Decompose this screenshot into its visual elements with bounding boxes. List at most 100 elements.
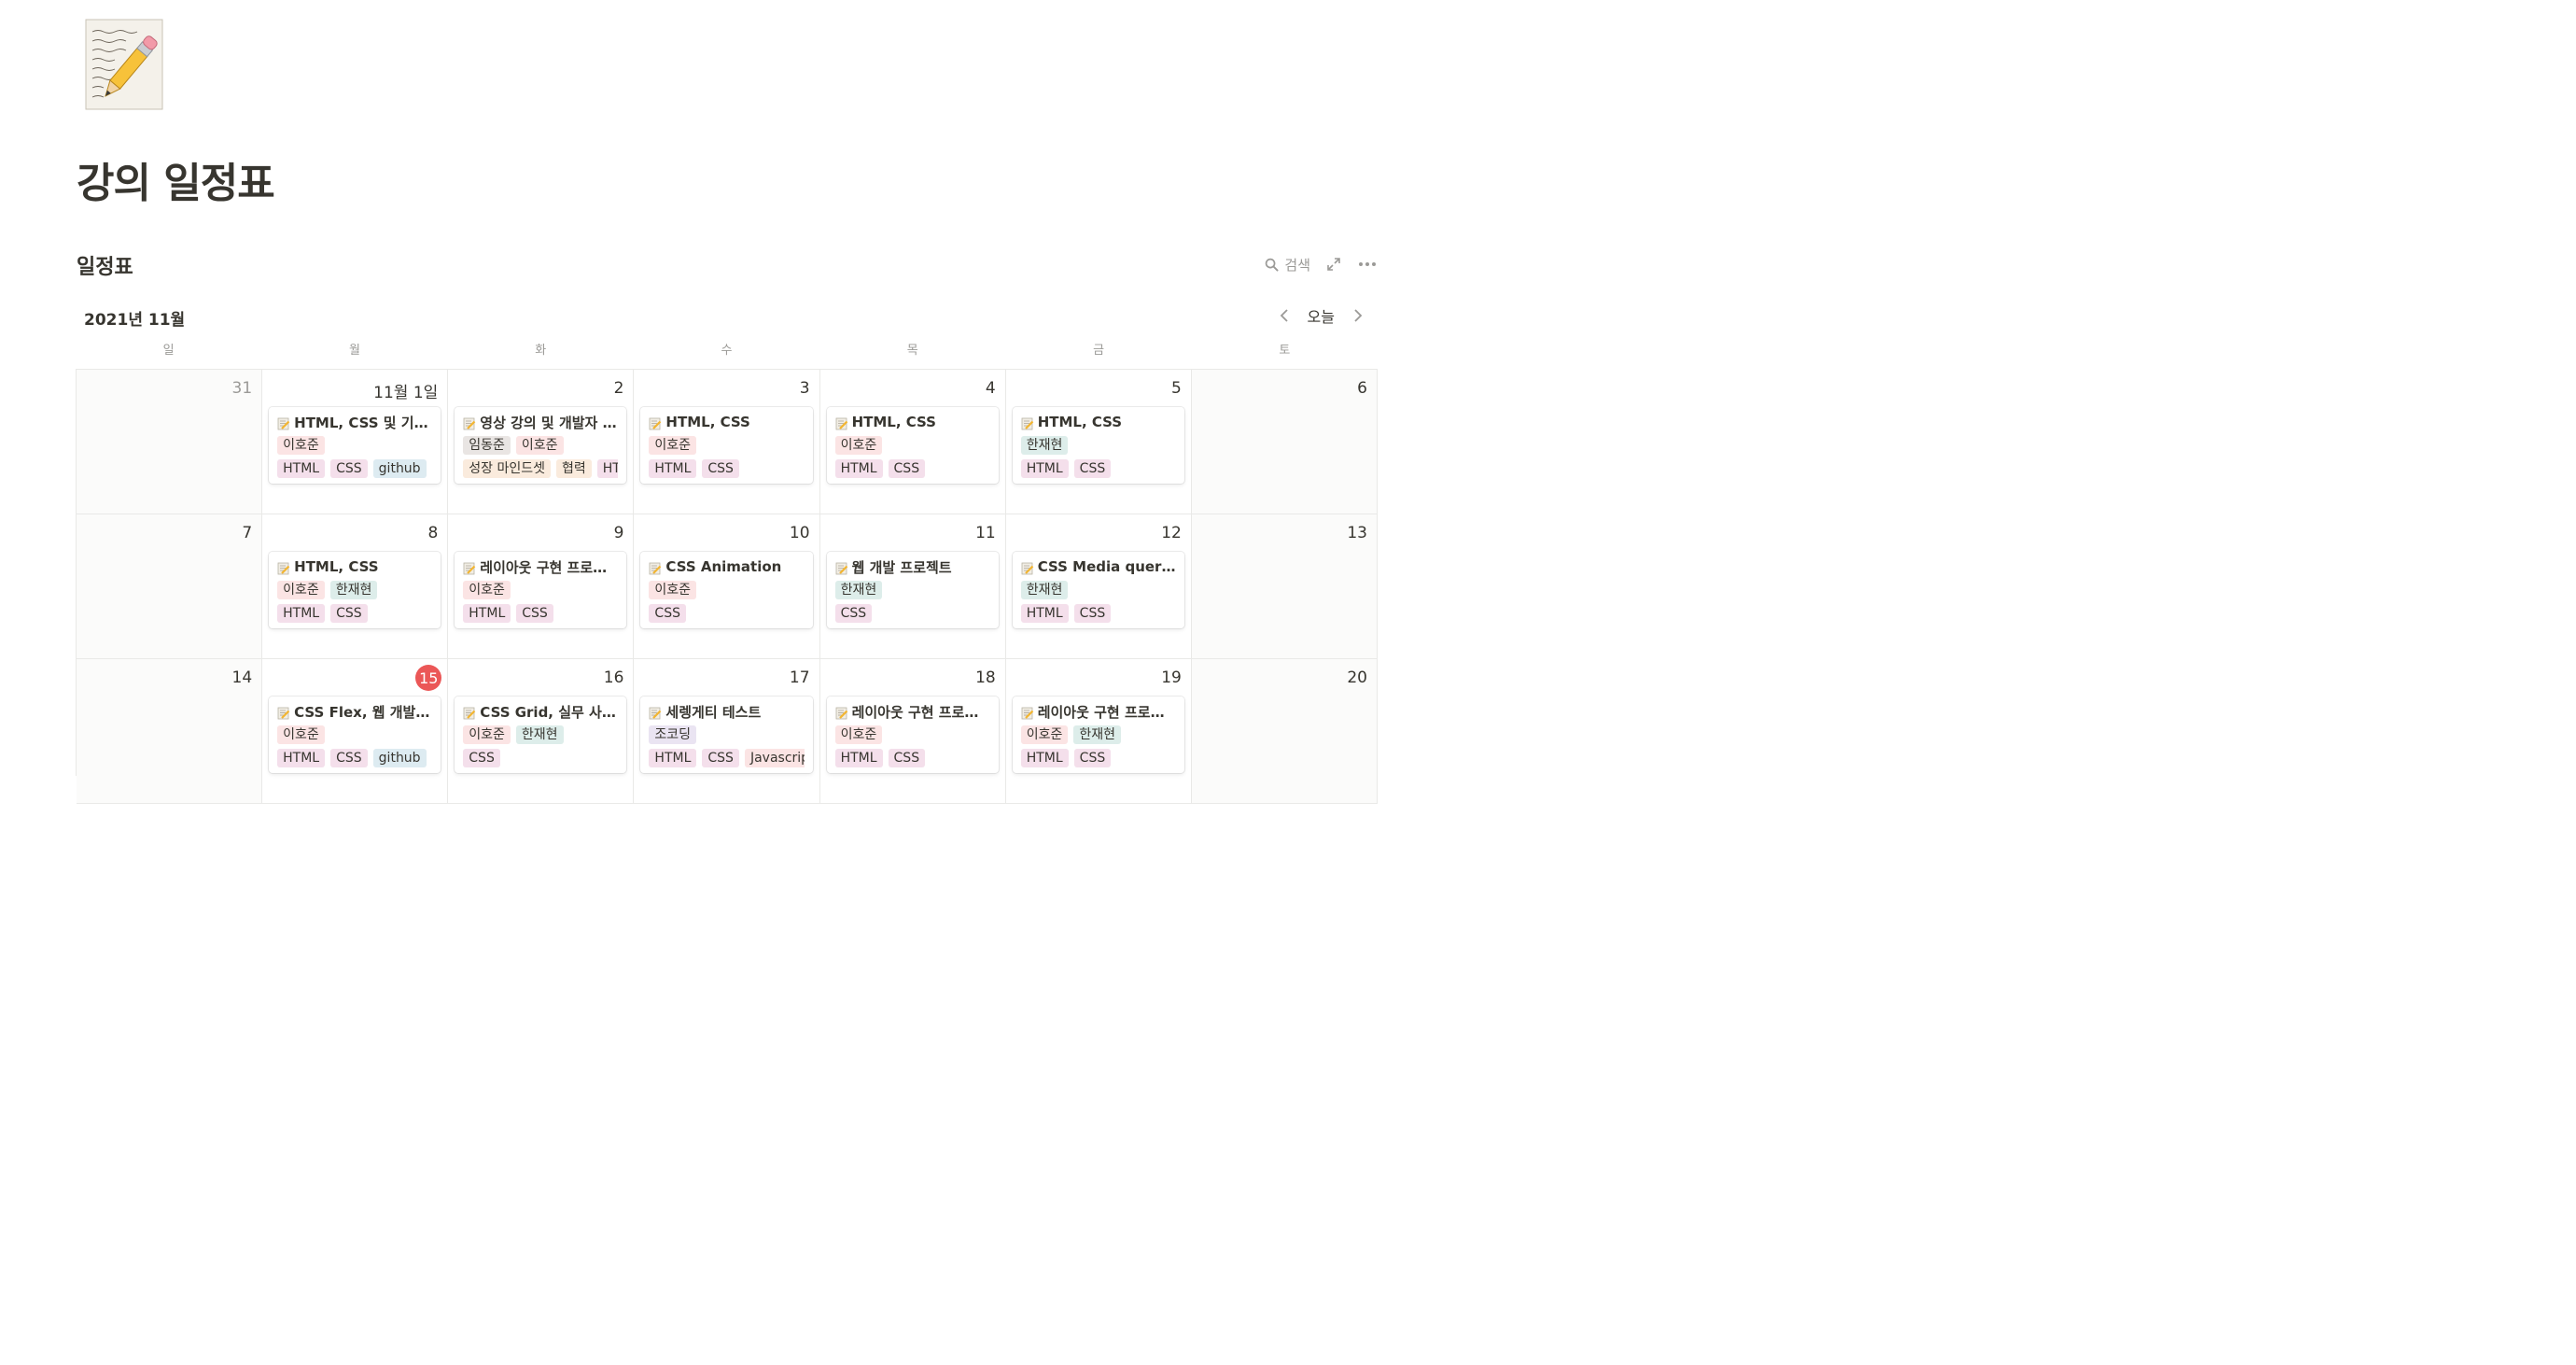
- event-tags: HTML CSS: [1020, 749, 1176, 767]
- event-card[interactable]: HTML, CSS 한재현 HTML CSS: [1012, 407, 1184, 484]
- calendar-day[interactable]: 3 HTML, CSS 이호준 HTML CSS: [634, 370, 820, 514]
- topic-tag: HTML: [1020, 604, 1069, 623]
- event-title: HTML, CSS: [294, 558, 379, 575]
- event-card[interactable]: HTML, CSS 및 기초 ... 이호준 HTML CSS github: [269, 407, 441, 484]
- person-tag: 이호준: [649, 436, 697, 455]
- calendar-day[interactable]: 7: [77, 514, 263, 658]
- topic-tag: HTML: [834, 749, 883, 767]
- next-month-button[interactable]: [1348, 305, 1368, 326]
- search-label: 검색: [1284, 256, 1310, 274]
- calendar-day[interactable]: 18 레이아웃 구현 프로젝트 이호준 HTML CSS: [819, 659, 1006, 803]
- day-number: 31: [231, 379, 253, 398]
- calendar-day[interactable]: 11 웹 개발 프로젝트 한재현 CSS: [819, 514, 1006, 658]
- event-people: 이호준: [463, 581, 618, 599]
- event-card[interactable]: CSS Animation 이호준 CSS: [640, 552, 813, 628]
- event-people: 이호준: [834, 725, 990, 744]
- day-number: 10: [789, 524, 810, 542]
- today-button[interactable]: 오늘: [1307, 308, 1335, 326]
- weekday-label: 화: [535, 344, 547, 358]
- event-title-row: 영상 강의 및 개발자 마...: [463, 413, 618, 431]
- event-card[interactable]: HTML, CSS 이호준 HTML CSS: [640, 407, 813, 484]
- person-tag: 이호준: [463, 581, 511, 599]
- month-navigation: 오늘: [1274, 304, 1368, 327]
- calendar-day[interactable]: 5 HTML, CSS 한재현 HTML CSS: [1005, 370, 1192, 514]
- memo-icon: [277, 562, 290, 574]
- event-people: 이호준: [834, 436, 990, 455]
- event-title-row: CSS Flex, 웹 개발 프...: [277, 702, 432, 721]
- expand-button[interactable]: [1323, 254, 1344, 274]
- weekday-label: 토: [1279, 344, 1291, 358]
- memo-icon: [835, 707, 847, 719]
- calendar-day[interactable]: 31: [77, 370, 263, 514]
- event-tags: HTML CSS: [1020, 604, 1176, 623]
- event-card[interactable]: 레이아웃 구현 프로젝트 이호준 한재현 HTML CSS: [1012, 697, 1184, 773]
- person-tag: 한재현: [1020, 581, 1069, 599]
- event-card[interactable]: 레이아웃 구현 프로젝트 이호준 HTML CSS: [826, 697, 999, 773]
- calendar-day[interactable]: 19 레이아웃 구현 프로젝트 이호준 한재현 HTML CSS: [1005, 659, 1192, 803]
- calendar-day[interactable]: 9 레이아웃 구현 프로젝트 이호준 HTML CSS: [448, 514, 635, 658]
- more-button[interactable]: [1357, 254, 1378, 274]
- event-tags: CSS: [463, 749, 618, 767]
- calendar-day[interactable]: 4 HTML, CSS 이호준 HTML CSS: [819, 370, 1006, 514]
- memo-icon: [463, 417, 476, 429]
- event-title-row: HTML, CSS: [649, 413, 804, 431]
- calendar-day[interactable]: 8 HTML, CSS 이호준 한재현 HTML CSS: [262, 514, 449, 658]
- topic-tag: HTML: [1020, 459, 1069, 478]
- event-title-row: CSS Media query, ...: [1021, 557, 1176, 576]
- event-title-row: CSS Animation: [649, 557, 804, 576]
- event-card[interactable]: 레이아웃 구현 프로젝트 이호준 HTML CSS: [455, 552, 627, 628]
- more-icon: [1359, 262, 1376, 266]
- search-button[interactable]: 검색: [1265, 255, 1310, 274]
- day-number: 11: [975, 524, 996, 542]
- event-card[interactable]: HTML, CSS 이호준 HTML CSS: [826, 407, 999, 484]
- day-number: 14: [231, 668, 253, 687]
- event-people: 이호준 한재현: [277, 581, 432, 599]
- event-tags: HTML CSS Javascript: [649, 749, 805, 767]
- page-icon[interactable]: [85, 19, 163, 110]
- weekday-label: 금: [1093, 344, 1105, 358]
- event-title: CSS Flex, 웹 개발 프...: [294, 703, 433, 721]
- event-people: 이호준: [649, 581, 804, 599]
- calendar-day[interactable]: 6: [1191, 370, 1378, 514]
- prev-month-button[interactable]: [1274, 305, 1295, 326]
- event-title-row: 세렝게티 테스트: [649, 702, 804, 721]
- topic-tag: CSS: [330, 604, 368, 623]
- day-number: 20: [1347, 668, 1367, 687]
- calendar-day[interactable]: 13: [1191, 514, 1378, 658]
- person-tag: 조코딩: [649, 725, 697, 744]
- calendar-day[interactable]: 20: [1191, 659, 1378, 803]
- calendar-day[interactable]: 14: [77, 659, 263, 803]
- topic-tag: CSS: [888, 749, 926, 767]
- person-tag: 이호준: [834, 725, 883, 744]
- calendar-week: 7 8 HTML, CSS 이호준 한재현 HTML CSS 9 레이아웃 구현 프로젝트 이호준…: [77, 514, 1378, 659]
- topic-tag: CSS: [1073, 749, 1112, 767]
- topic-tag: HTML: [1020, 749, 1069, 767]
- topic-tag: github: [372, 749, 427, 767]
- calendar-day[interactable]: 11월 1일 HTML, CSS 및 기초 ... 이호준 HTML CSS github: [262, 370, 449, 514]
- event-card[interactable]: 웹 개발 프로젝트 한재현 CSS: [826, 552, 999, 628]
- event-card[interactable]: HTML, CSS 이호준 한재현 HTML CSS: [269, 552, 441, 628]
- topic-tag: HTML: [649, 749, 697, 767]
- event-tags: HTML CSS: [277, 604, 432, 623]
- database-title[interactable]: 일정표: [77, 256, 133, 279]
- page-title: 강의 일정표: [77, 160, 275, 207]
- calendar-day[interactable]: 10 CSS Animation 이호준 CSS: [634, 514, 820, 658]
- event-tags: HTML CSS github: [277, 459, 432, 478]
- event-tags: HTML CSS: [649, 459, 804, 478]
- topic-tag: 협력: [556, 459, 592, 478]
- calendar-grid: 31 11월 1일 HTML, CSS 및 기초 ... 이호준 HTML CSS gith…: [76, 369, 1378, 804]
- memo-icon: [463, 707, 476, 719]
- event-tags: 성장 마인드셋협력HTML: [463, 459, 619, 478]
- person-tag: 임동준: [463, 436, 511, 455]
